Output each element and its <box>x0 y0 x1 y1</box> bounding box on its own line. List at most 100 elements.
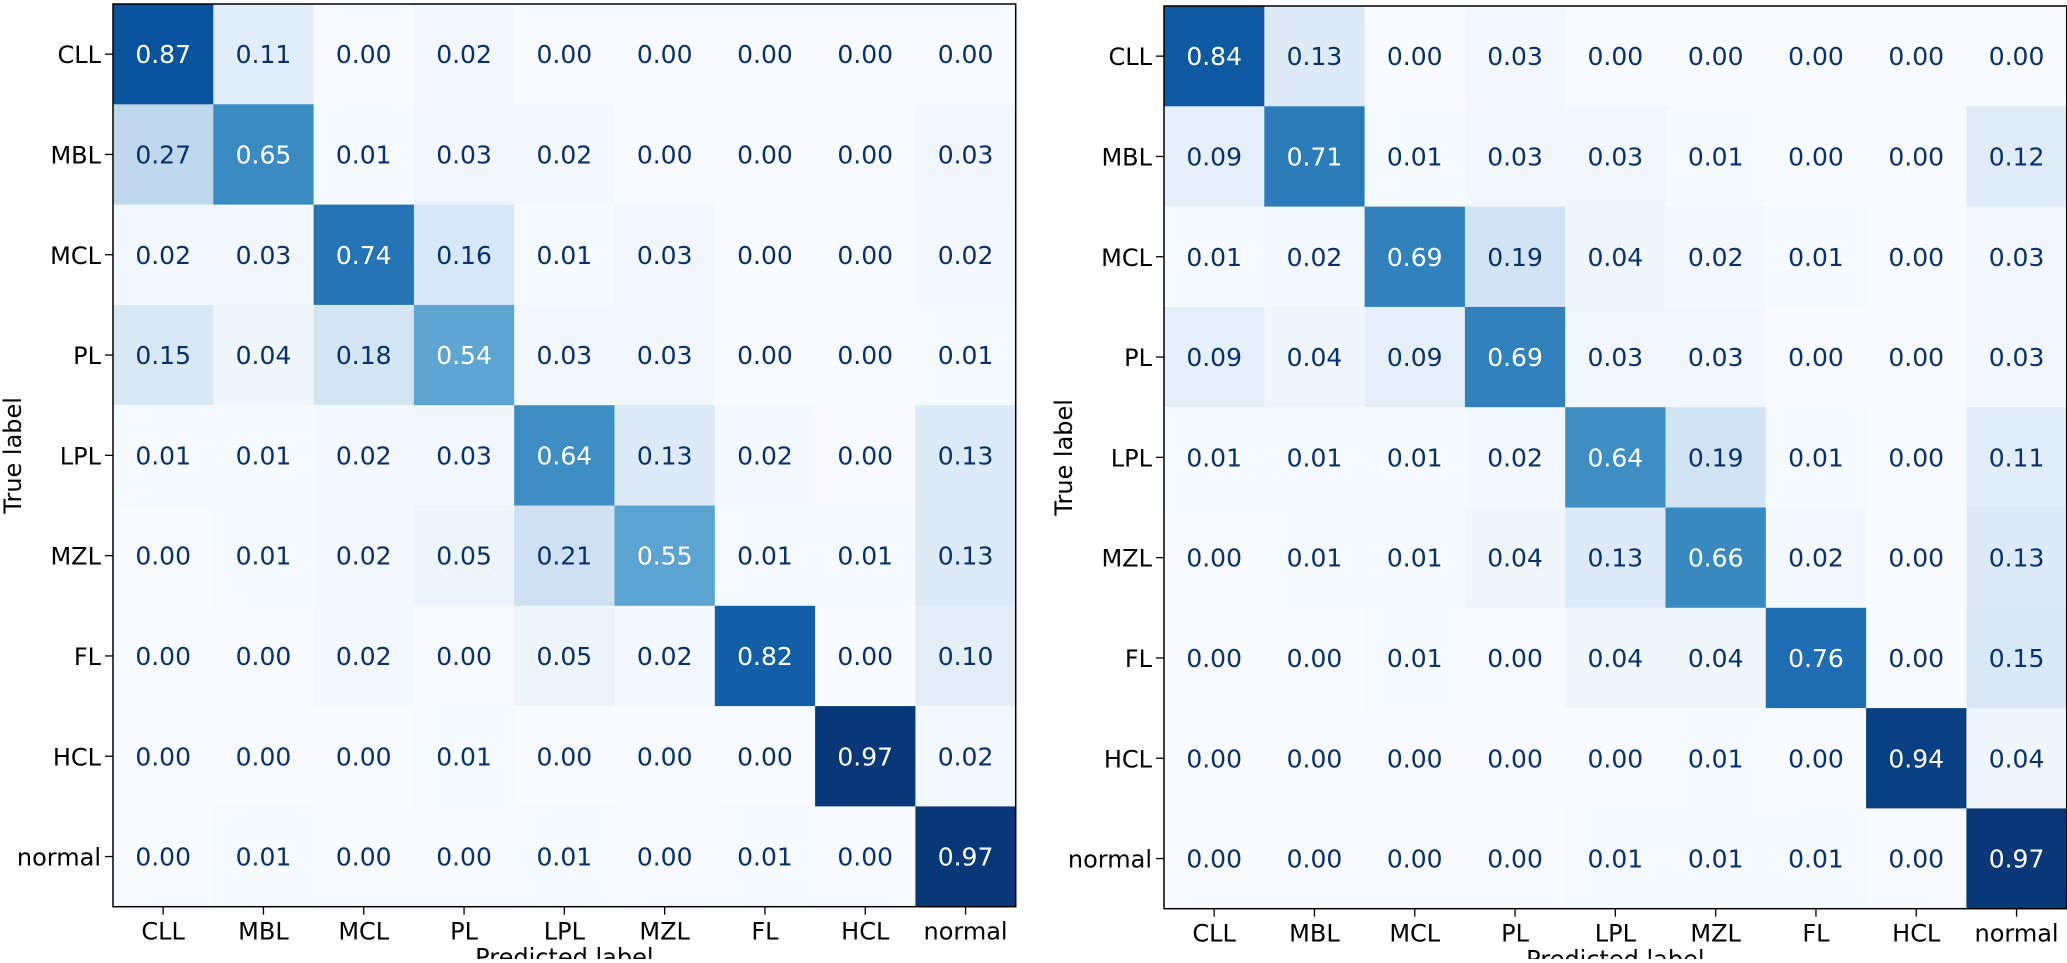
cell-value-label: 0.00 <box>436 642 492 671</box>
cell-value-label: 0.19 <box>1487 243 1543 272</box>
heatmap-cell <box>514 204 616 306</box>
cell-value-label: 0.01 <box>1688 142 1744 171</box>
heatmap-cell <box>1665 206 1767 308</box>
heatmap-cell <box>1364 708 1466 809</box>
y-axis-label: True label <box>1050 399 1078 517</box>
heatmap-cell <box>714 605 816 707</box>
cell-value-label: 0.03 <box>938 140 994 169</box>
heatmap-cell <box>1866 306 1967 408</box>
heatmap-cell <box>1364 507 1466 609</box>
heatmap-cell <box>1565 407 1667 509</box>
heatmap-cell <box>614 806 716 908</box>
x-tick-label: normal <box>1975 920 2059 948</box>
cell-value-label: 0.87 <box>135 40 191 69</box>
cell-value-label: 0.03 <box>436 441 492 470</box>
cell-value-label: 0.64 <box>1588 443 1644 472</box>
cell-value-label: 0.00 <box>737 140 793 169</box>
cell-value-label: 0.00 <box>1989 42 2045 71</box>
x-tick-label: normal <box>924 918 1008 946</box>
cell-value-label: 0.02 <box>135 241 191 270</box>
cell-value-label: 0.00 <box>1487 845 1543 874</box>
cell-value-label: 0.04 <box>1688 644 1744 673</box>
y-tick-label: LPL <box>1111 444 1153 472</box>
cell-value-label: 0.00 <box>737 742 793 771</box>
cell-value-label: 0.76 <box>1788 644 1844 673</box>
x-axis-label: Predicted label <box>475 944 653 959</box>
heatmap-cell <box>213 806 315 908</box>
heatmap-cell <box>313 405 415 507</box>
cell-value-label: 0.00 <box>1588 744 1644 773</box>
heatmap-cell <box>413 104 515 206</box>
cell-value-label: 0.00 <box>637 843 693 872</box>
heatmap-cell <box>1264 6 1366 107</box>
heatmap-cell <box>313 204 415 306</box>
heatmap-cell <box>1765 6 1867 107</box>
heatmap-cell <box>313 304 415 406</box>
x-tick-label: MCL <box>338 918 389 946</box>
cell-value-label: 0.00 <box>1888 142 1944 171</box>
cell-value-label: 0.12 <box>1989 142 2045 171</box>
cell-value-label: 0.82 <box>737 642 793 671</box>
heatmap-cell <box>1364 407 1466 509</box>
heatmap-cell <box>113 104 214 206</box>
cell-value-label: 0.15 <box>1989 644 2045 673</box>
heatmap-cell <box>1966 708 2067 809</box>
cell-value-label: 0.00 <box>1888 443 1944 472</box>
cell-value-label: 0.00 <box>637 140 693 169</box>
x-tick-label: CLL <box>141 918 185 946</box>
x-tick-label: FL <box>1802 920 1830 948</box>
heatmap-cell <box>213 605 315 707</box>
heatmap-cell <box>1565 6 1667 107</box>
heatmap-cell <box>113 304 214 406</box>
heatmap-cell <box>1966 407 2067 509</box>
cell-value-label: 0.01 <box>1186 243 1242 272</box>
heatmap-cell <box>915 204 1017 306</box>
cell-value-label: 0.00 <box>837 40 893 69</box>
heatmap-cell <box>514 505 616 607</box>
heatmap-cell <box>1866 808 1967 910</box>
heatmap-cell <box>1264 306 1366 408</box>
heatmap-cell <box>1866 708 1967 809</box>
cell-value-label: 0.01 <box>737 542 793 571</box>
x-tick-label: MZL <box>1690 920 1741 948</box>
cell-value-label: 0.04 <box>1588 243 1644 272</box>
cell-value-label: 0.13 <box>1588 544 1644 573</box>
cell-value-label: 0.00 <box>1888 544 1944 573</box>
cell-value-label: 0.01 <box>135 441 191 470</box>
cell-value-label: 0.02 <box>938 742 994 771</box>
heatmap-cell <box>514 304 616 406</box>
cell-value-label: 0.00 <box>236 742 292 771</box>
heatmap-cell <box>1364 206 1466 308</box>
heatmap-cell <box>1164 607 1265 709</box>
y-tick-label: MBL <box>50 141 101 169</box>
cell-value-label: 0.03 <box>1487 142 1543 171</box>
heatmap-cell <box>1866 507 1967 609</box>
heatmap-cell <box>1765 808 1867 910</box>
cell-value-label: 0.97 <box>837 742 893 771</box>
cell-value-label: 0.00 <box>135 642 191 671</box>
cell-value-label: 0.00 <box>1788 42 1844 71</box>
cell-value-label: 0.01 <box>236 542 292 571</box>
heatmap-cell <box>1264 407 1366 509</box>
cell-value-label: 0.00 <box>837 642 893 671</box>
y-tick-label: MCL <box>50 242 101 270</box>
heatmap-cell <box>915 605 1017 707</box>
heatmap-cell <box>915 4 1017 105</box>
heatmap-cell <box>1464 407 1566 509</box>
heatmap-cell <box>915 706 1017 807</box>
cell-value-label: 0.05 <box>436 542 492 571</box>
cell-value-label: 0.02 <box>336 642 392 671</box>
y-tick-label: PL <box>73 342 101 370</box>
cell-value-label: 0.13 <box>1287 42 1343 71</box>
heatmap-cell <box>413 4 515 105</box>
heatmap-cell <box>614 304 716 406</box>
y-tick-label: CLL <box>58 41 102 69</box>
x-tick-label: HCL <box>841 918 890 946</box>
x-tick-label: LPL <box>1595 920 1637 948</box>
cell-value-label: 0.03 <box>436 140 492 169</box>
heatmap-cell <box>815 405 916 507</box>
cell-value-label: 0.01 <box>837 542 893 571</box>
heatmap-cell <box>1464 106 1566 208</box>
cell-value-label: 0.19 <box>1688 443 1744 472</box>
cell-value-label: 0.18 <box>336 341 392 370</box>
